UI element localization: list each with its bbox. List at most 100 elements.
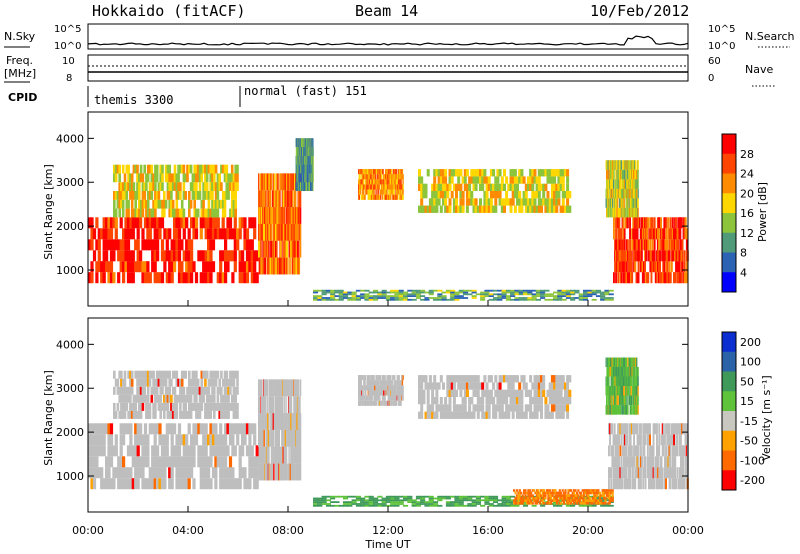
scatter-cell xyxy=(351,501,357,503)
scatter-cell xyxy=(121,199,125,209)
scatter-cell xyxy=(109,239,114,251)
scatter-cell xyxy=(548,205,552,213)
scatter-cell xyxy=(119,250,123,262)
scatter-cell xyxy=(151,423,155,435)
scatter-cell xyxy=(359,395,362,401)
scatter-cell xyxy=(636,217,639,229)
scatter-cell xyxy=(557,298,563,301)
scatter-cell xyxy=(270,257,272,275)
scatter-cell xyxy=(202,250,206,262)
scatter-cell xyxy=(583,295,589,297)
scatter-cell xyxy=(510,495,516,498)
scatter-cell xyxy=(397,184,400,190)
scatter-cell xyxy=(505,497,511,500)
scatter-cell xyxy=(475,497,481,500)
scatter-cell xyxy=(629,217,631,229)
scatter-cell xyxy=(136,478,140,490)
scatter-cell xyxy=(214,182,218,191)
scatter-cell xyxy=(623,239,626,251)
scatter-cell xyxy=(655,250,658,262)
scatter-cell xyxy=(557,176,561,184)
scatter-cell xyxy=(216,228,220,240)
scatter-cell xyxy=(487,389,491,397)
scatter-cell xyxy=(520,397,524,405)
scatter-cell xyxy=(205,370,209,379)
scatter-cell xyxy=(248,467,252,479)
scatter-cell xyxy=(343,504,349,507)
scatter-cell xyxy=(118,182,121,191)
scatter-cell xyxy=(207,191,211,200)
scatter-cell xyxy=(551,489,554,492)
scatter-cell xyxy=(481,411,485,419)
scatter-cell xyxy=(224,423,228,435)
scatter-cell xyxy=(387,390,389,396)
scatter-cell xyxy=(134,402,137,411)
scatter-cell xyxy=(476,176,480,184)
scatter-cell xyxy=(221,410,225,419)
scatter-cell xyxy=(266,396,268,414)
scatter-cell xyxy=(676,228,679,240)
scatter-cell xyxy=(450,389,454,397)
scatter-cell xyxy=(186,173,189,183)
scatter-cell xyxy=(520,411,524,419)
scatter-cell xyxy=(411,293,417,296)
scatter-cell xyxy=(125,199,129,209)
scatter-cell xyxy=(156,228,160,240)
scatter-cell xyxy=(648,228,651,240)
scatter-cell xyxy=(303,138,304,148)
scatter-cell xyxy=(148,467,152,479)
scatter-cell xyxy=(550,411,554,419)
scatter-cell xyxy=(685,239,688,251)
scatter-cell xyxy=(209,378,212,387)
scatter-cell xyxy=(368,504,374,507)
scatter-cell xyxy=(514,496,517,500)
scatter-cell xyxy=(200,208,204,218)
scatter-cell xyxy=(241,217,245,229)
scatter-cell xyxy=(622,169,624,180)
scatter-cell xyxy=(381,390,384,396)
scatter-cell xyxy=(219,478,223,490)
scatter-cell xyxy=(538,496,541,500)
scatter-cell xyxy=(153,250,157,262)
scatter-cell xyxy=(553,295,559,297)
scatter-cell xyxy=(397,375,399,381)
scatter-cell xyxy=(571,496,574,500)
scatter-cell xyxy=(189,378,193,387)
scatter-cell xyxy=(228,456,233,468)
scatter-cell xyxy=(179,182,182,191)
scatter-cell xyxy=(364,504,370,507)
scatter-cell xyxy=(634,239,637,251)
scatter-cell xyxy=(228,467,233,479)
scatter-cell xyxy=(148,164,152,174)
scatter-cell xyxy=(561,205,565,213)
scatter-cell xyxy=(664,250,667,262)
scatter-cell xyxy=(663,228,666,240)
scatter-cell xyxy=(364,295,370,297)
scatter-cell xyxy=(381,497,387,500)
scatter-cell xyxy=(487,404,491,412)
scatter-cell xyxy=(207,250,211,262)
scatter-cell xyxy=(570,499,573,502)
scatter-cell xyxy=(551,499,554,502)
scatter-cell xyxy=(173,182,177,191)
scatter-cell xyxy=(367,184,369,190)
scatter-cell xyxy=(279,446,282,464)
scatter-cell xyxy=(159,402,162,411)
scatter-cell xyxy=(385,495,391,498)
scatter-cell xyxy=(168,478,172,490)
scatter-cell xyxy=(543,494,546,497)
scatter-cell xyxy=(121,191,125,200)
scatter-cell xyxy=(606,188,608,199)
scatter-cell xyxy=(680,217,683,229)
scatter-cell xyxy=(550,491,553,495)
scatter-cell xyxy=(218,182,221,191)
scatter-cell xyxy=(474,404,478,412)
scatter-cell xyxy=(164,378,168,387)
scatter-cell xyxy=(202,272,206,284)
scatter-cell xyxy=(282,429,285,447)
scatter-cell xyxy=(198,191,202,200)
scatter-cell xyxy=(454,504,460,507)
scatter-cell xyxy=(516,411,519,419)
scatter-cell xyxy=(325,298,331,301)
scatter-cell xyxy=(587,502,590,505)
